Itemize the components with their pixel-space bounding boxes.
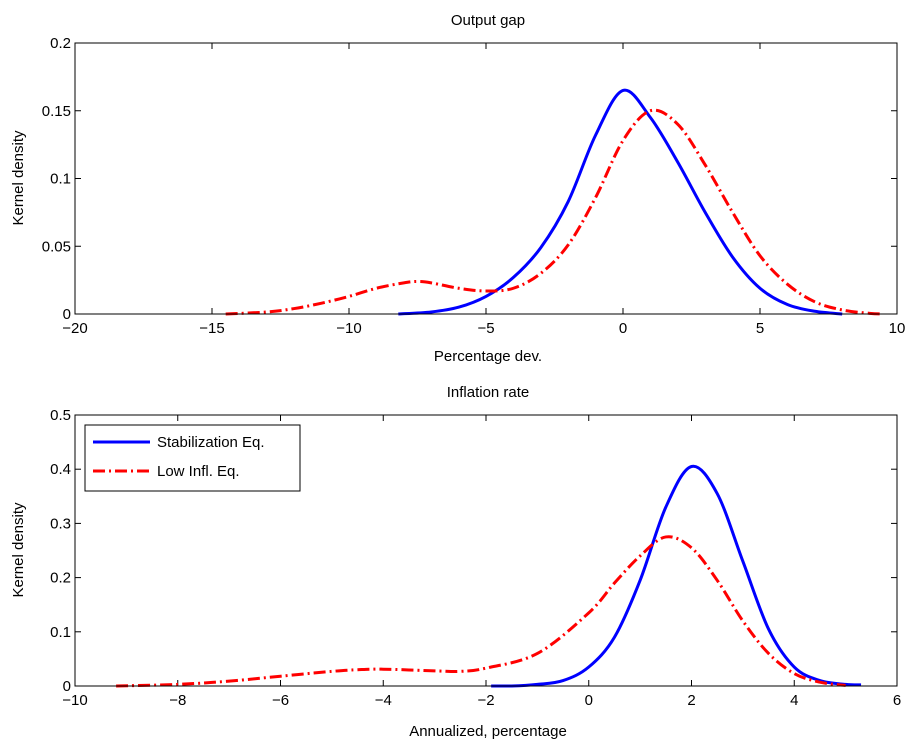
x-tick-label: −10 bbox=[336, 320, 361, 337]
x-tick-label: 5 bbox=[756, 320, 764, 337]
inflation-rate-chart: Inflation rate Annualized, percentage Ke… bbox=[10, 384, 901, 740]
tick-layer: −20 −15 −10 −5 0 5 10 0 0.05 0.1 0.15 0.2 bbox=[42, 35, 906, 337]
x-tick-label: −20 bbox=[62, 320, 87, 337]
x-axis-label: Annualized, percentage bbox=[409, 723, 567, 740]
plot-frame bbox=[74, 414, 898, 687]
legend: Stabilization Eq. Low Infl. Eq. bbox=[84, 424, 301, 492]
y-tick-label: 0 bbox=[63, 678, 71, 695]
series-line-low-infl bbox=[225, 108, 884, 316]
x-tick-label: −10 bbox=[62, 692, 87, 709]
series-line-stabilization bbox=[491, 464, 862, 688]
x-tick-label: −5 bbox=[477, 320, 494, 337]
y-tick-label: 0 bbox=[63, 306, 71, 323]
series-layer bbox=[116, 464, 862, 688]
x-tick-label: −8 bbox=[169, 692, 186, 709]
x-tick-label: −6 bbox=[272, 692, 289, 709]
x-tick-label: 0 bbox=[585, 692, 593, 709]
tick-layer: −10 −8 −6 −4 −2 0 2 4 6 0 0.1 0.2 0.3 0.4 0.5 bbox=[50, 407, 901, 709]
y-tick-label: 0.15 bbox=[42, 103, 71, 120]
y-tick-label: 0.2 bbox=[50, 570, 71, 587]
x-tick-label: 0 bbox=[619, 320, 627, 337]
y-tick-label: 0.05 bbox=[42, 238, 71, 255]
y-axis-label: Kernel density bbox=[10, 502, 27, 598]
x-tick-label: 6 bbox=[893, 692, 901, 709]
x-tick-label: 2 bbox=[687, 692, 695, 709]
y-tick-label: 0.2 bbox=[50, 35, 71, 52]
x-axis-label: Percentage dev. bbox=[434, 348, 542, 365]
plot-frame bbox=[74, 42, 898, 315]
y-axis-label: Kernel density bbox=[10, 130, 27, 226]
x-tick-label: 10 bbox=[889, 320, 906, 337]
chart-title: Output gap bbox=[451, 12, 525, 29]
series-layer bbox=[225, 88, 884, 316]
x-tick-label: 4 bbox=[790, 692, 798, 709]
x-tick-label: −2 bbox=[477, 692, 494, 709]
y-tick-label: 0.5 bbox=[50, 407, 71, 424]
y-tick-label: 0.3 bbox=[50, 515, 71, 532]
y-tick-label: 0.4 bbox=[50, 461, 71, 478]
output-gap-chart: Output gap Percentage dev. Kernel densit… bbox=[10, 12, 905, 365]
chart-title: Inflation rate bbox=[447, 384, 530, 401]
legend-label-low-infl: Low Infl. Eq. bbox=[157, 463, 240, 480]
series-line-stabilization bbox=[398, 88, 843, 316]
y-tick-label: 0.1 bbox=[50, 624, 71, 641]
legend-box bbox=[84, 424, 301, 492]
x-tick-label: −4 bbox=[375, 692, 392, 709]
legend-label-stabilization: Stabilization Eq. bbox=[157, 434, 265, 451]
y-tick-label: 0.1 bbox=[50, 171, 71, 188]
x-tick-label: −15 bbox=[199, 320, 224, 337]
series-line-low-infl bbox=[116, 535, 846, 688]
